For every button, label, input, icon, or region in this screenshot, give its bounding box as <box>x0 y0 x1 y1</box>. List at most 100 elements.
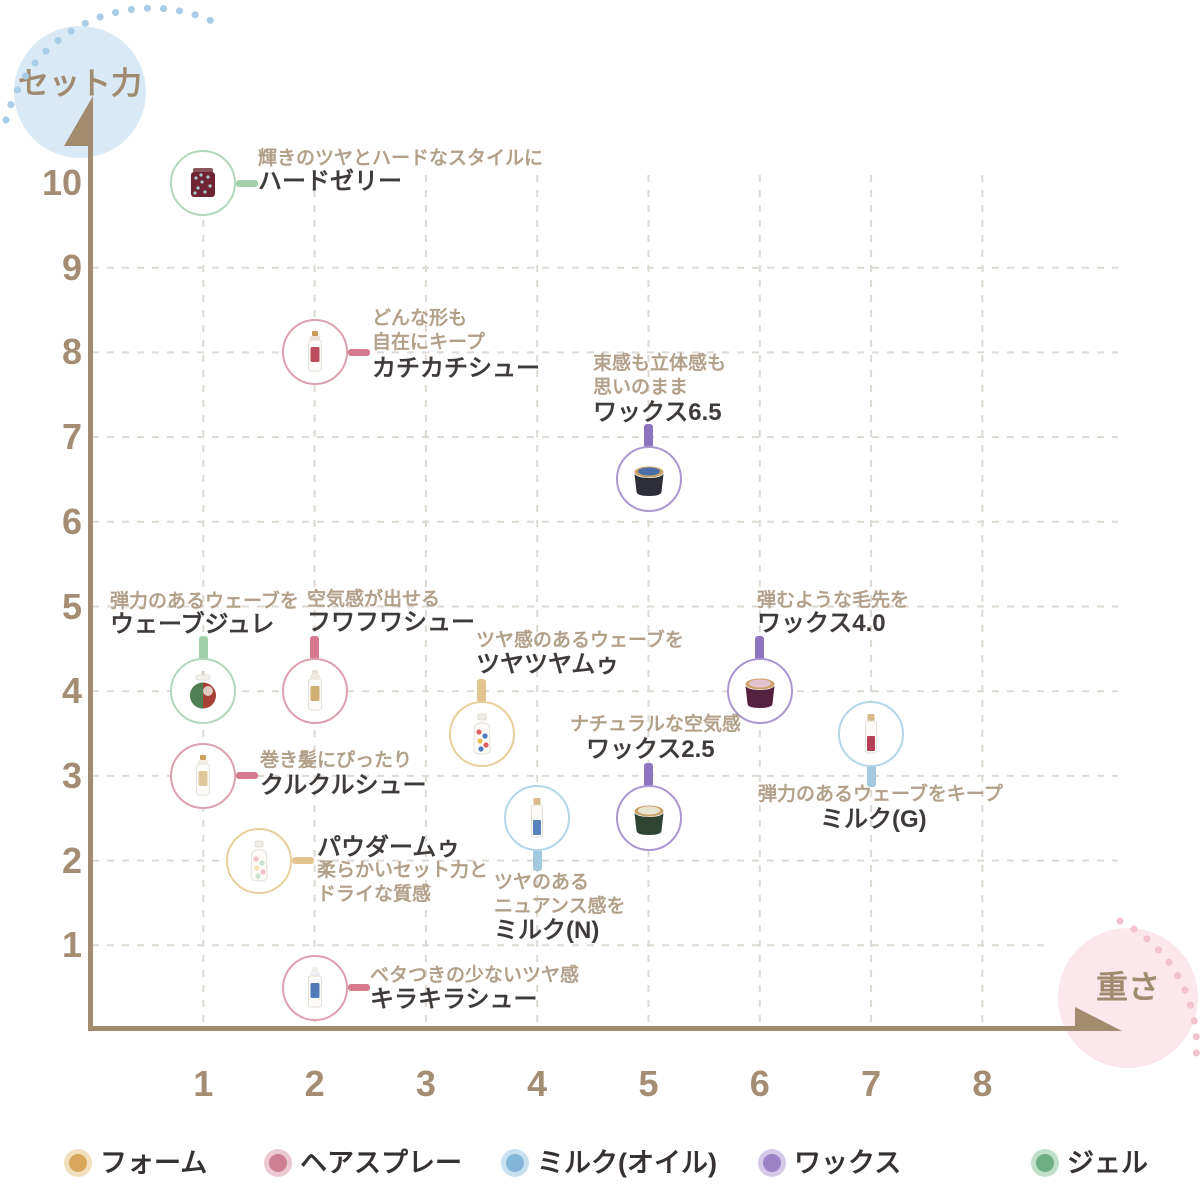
y-axis-label: セット力 <box>18 65 142 101</box>
product-label[interactable]: キラキラシュー <box>370 986 538 1013</box>
spray-product-icon <box>196 754 211 796</box>
connector-wax <box>644 424 653 449</box>
bottle-product-icon <box>473 713 491 755</box>
product-label[interactable]: フワフワシュー <box>307 609 475 636</box>
product-label[interactable]: ツヤツヤムゥ <box>476 651 620 678</box>
product-caption-line: 弾力のあるウェーブをキープ <box>758 784 1003 805</box>
legend-dot-wax <box>758 1149 786 1177</box>
connector-wax <box>644 763 653 788</box>
product-label[interactable]: クルクルシュー <box>260 772 427 799</box>
product-marker-milk[interactable] <box>504 785 571 852</box>
product-marker-wax[interactable] <box>615 446 682 513</box>
waxjar-product-icon <box>634 466 663 497</box>
x-tick-2: 2 <box>304 1063 325 1104</box>
x-tick-8: 8 <box>972 1063 993 1104</box>
waxjar-product-icon <box>745 678 775 709</box>
product-marker-gel[interactable] <box>170 658 237 725</box>
product-caption: 輝きのツヤとハードなスタイルに <box>258 147 543 171</box>
product-label[interactable]: ミルク(G) <box>820 806 927 833</box>
y-tick-4: 4 <box>61 670 82 712</box>
y-tick-9: 9 <box>61 246 82 288</box>
connector-gel <box>236 179 259 187</box>
product-caption: 弾力のあるウェーブをキープ <box>758 783 1003 807</box>
x-tick-4: 4 <box>527 1063 548 1104</box>
product-caption: 巻き髪にぴったり <box>260 749 412 773</box>
y-tick-7: 7 <box>61 416 82 458</box>
connector-foam <box>291 857 314 865</box>
product-label[interactable]: ハードゼリー <box>258 168 402 195</box>
product-caption: ベタつきの少ないツヤ感 <box>370 964 579 988</box>
x-axis-label: 重さ <box>1095 969 1160 1005</box>
product-marker-wax[interactable] <box>615 785 682 852</box>
product-marker-foam[interactable] <box>448 700 515 767</box>
y-tick-5: 5 <box>61 585 82 627</box>
legend-label-foam: フォーム <box>100 1148 208 1178</box>
legend-label-spray: ヘアスプレー <box>300 1148 462 1178</box>
product-caption-line: 思いのまま <box>593 377 689 398</box>
product-marker-foam[interactable] <box>225 827 292 894</box>
product-marker-milk[interactable] <box>838 700 905 767</box>
product-caption-line: どんな形も <box>372 308 468 329</box>
product-label[interactable]: ウェーブジュレ <box>110 611 275 638</box>
product-caption: 空気感が出せる <box>307 588 440 612</box>
product-caption-line: ニュアンス感を <box>494 896 626 917</box>
product-caption-line: 輝きのツヤとハードなスタイルに <box>258 148 544 169</box>
x-axis-badge: 重さ <box>1058 928 1198 1068</box>
connector-spray <box>347 984 370 992</box>
product-caption-line: ナチュラルな空気感 <box>570 714 742 735</box>
product-marker-gel[interactable] <box>170 150 237 216</box>
product-caption-line: ツヤ感のあるウェーブを <box>476 630 684 651</box>
product-caption-line: 空気感が出せる <box>307 589 441 610</box>
x-tick-7: 7 <box>861 1063 882 1104</box>
y-tick-3: 3 <box>61 754 82 796</box>
legend-label-milk: ミルク(オイル) <box>537 1148 717 1178</box>
x-tick-3: 3 <box>415 1063 436 1104</box>
x-tick-1: 1 <box>193 1063 214 1104</box>
product-marker-spray[interactable] <box>281 954 348 1021</box>
legend-label-wax: ワックス <box>794 1148 902 1178</box>
product-label[interactable]: ワックス4.0 <box>757 610 886 637</box>
product-caption: 柔らかいセット力と ドライな質感 <box>317 859 488 907</box>
legend-dot-foam <box>64 1149 92 1177</box>
y-axis-badge: セット力 <box>14 26 146 158</box>
product-caption-line: ツヤのある <box>494 872 590 893</box>
legend-dot-spray <box>264 1149 292 1177</box>
y-tick-10: 10 <box>41 162 82 203</box>
connector-milk <box>532 849 542 872</box>
product-marker-spray[interactable] <box>281 319 348 386</box>
product-marker-spray[interactable] <box>170 742 237 809</box>
legend-label-gel: ジェル <box>1067 1148 1148 1178</box>
x-tick-6: 6 <box>749 1063 770 1104</box>
product-caption: 束感も立体感も 思いのまま <box>593 352 726 400</box>
legend-dot-gel <box>1031 1149 1059 1177</box>
legend-dot-milk <box>501 1149 529 1177</box>
product-caption-line: ベタつきの少ないツヤ感 <box>370 965 580 986</box>
y-tick-8: 8 <box>61 331 82 373</box>
product-label[interactable]: ワックス6.5 <box>593 399 722 426</box>
y-tick-1: 1 <box>61 924 82 966</box>
product-label[interactable]: パウダームゥ <box>317 834 461 861</box>
slim-product-icon <box>531 798 544 838</box>
jar-product-icon <box>191 168 216 197</box>
connector-gel <box>198 636 208 661</box>
product-marker-spray[interactable] <box>281 658 348 725</box>
product-label[interactable]: ワックス2.5 <box>586 736 715 763</box>
pump-product-icon <box>190 671 217 709</box>
product-caption: ツヤ感のあるウェーブを <box>476 629 684 653</box>
connector-spray <box>310 636 320 661</box>
y-tick-2: 2 <box>61 839 82 881</box>
product-label[interactable]: カチカチシュー <box>372 355 540 382</box>
spray-product-icon <box>307 331 322 372</box>
slim-product-icon <box>865 713 878 754</box>
connector-spray <box>347 348 370 356</box>
bottle-product-icon <box>250 840 268 882</box>
connector-spray <box>236 772 259 780</box>
connector-foam <box>477 678 487 703</box>
product-caption: ナチュラルな空気感 <box>570 713 741 737</box>
product-caption: どんな形も自在にキープ <box>372 307 485 355</box>
product-label[interactable]: ミルク(N) <box>494 917 600 944</box>
product-caption-line: 自在にキープ <box>372 332 485 353</box>
product-caption-line: 巻き髪にぴったり <box>260 750 413 771</box>
spray-product-icon <box>307 966 322 1008</box>
